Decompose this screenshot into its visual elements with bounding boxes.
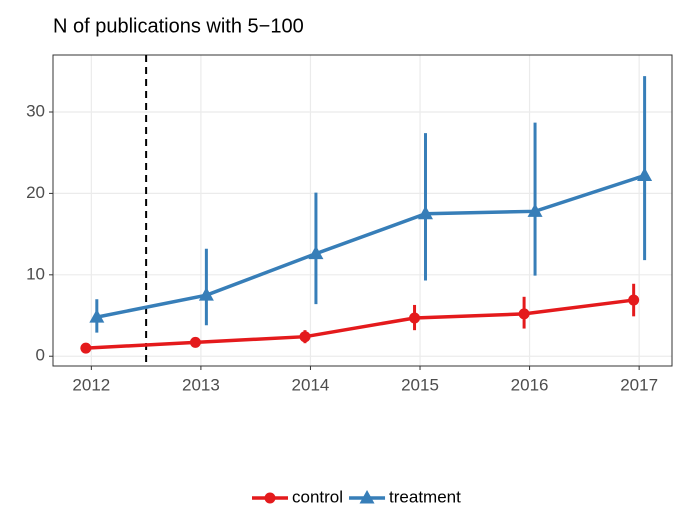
x-tick-label: 2013 [182,375,220,394]
y-tick-label: 0 [36,346,45,365]
point [89,309,105,323]
point [409,312,421,324]
line [96,173,646,319]
x-tick-label: 2016 [511,375,549,394]
point [198,287,214,301]
x-tick-label: 2015 [401,375,439,394]
legend-marker [264,492,276,504]
y-tick-label: 10 [26,264,45,283]
series [80,283,640,354]
point [308,245,324,260]
point [527,203,543,217]
legend-label: control [292,487,343,506]
x-tick-label: 2014 [292,375,330,394]
line [85,298,634,350]
point [299,331,311,343]
legend-label: treatment [389,487,461,506]
x-tick-label: 2012 [72,375,110,394]
y-tick-label: 20 [26,183,45,202]
chart-title: N of publications with 5−100 [53,15,304,37]
series [89,76,653,333]
point [628,294,640,306]
x-tick-label: 2017 [620,375,658,394]
point [189,336,201,348]
panel-border [52,54,673,367]
legend-marker [359,490,375,504]
point [518,308,530,320]
y-tick-label: 30 [26,101,45,120]
point [637,167,653,181]
point [417,205,433,220]
point [80,342,92,354]
legend: control treatment [252,487,461,506]
